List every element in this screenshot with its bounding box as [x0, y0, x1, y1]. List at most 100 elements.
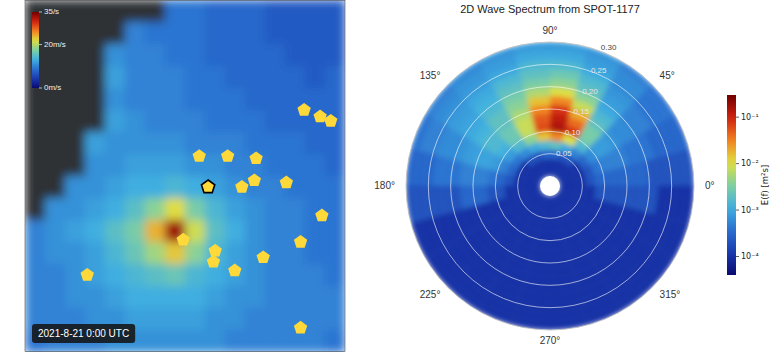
wind-cell	[265, 220, 286, 243]
wind-cell	[25, 264, 46, 287]
wind-cell	[85, 198, 106, 221]
wind-cell	[265, 22, 286, 45]
wind-cell	[225, 88, 246, 111]
wind-cell	[205, 0, 226, 23]
radial-gridline	[451, 87, 650, 286]
wind-cell	[145, 286, 166, 309]
land	[45, 132, 66, 155]
map-area	[25, 0, 345, 352]
land	[125, 0, 146, 23]
wind-cell	[305, 330, 326, 352]
wind-cell	[325, 198, 345, 221]
wind-cell	[165, 0, 186, 23]
polar-area	[406, 42, 694, 330]
wind-cell	[105, 264, 126, 287]
spectrum-cell	[569, 107, 591, 123]
spectrum-cell	[550, 158, 557, 176]
wind-cell	[125, 66, 146, 89]
wind-cell	[265, 88, 286, 111]
wind-cell	[105, 198, 126, 221]
land	[25, 154, 46, 177]
colorbar	[32, 12, 39, 88]
radial-gridline	[406, 42, 694, 330]
wind-cell	[185, 132, 206, 155]
wind-cell	[165, 330, 186, 352]
wind-cell	[145, 88, 166, 111]
wind-cell	[145, 110, 166, 133]
colorbar-tick-label: 20m/s	[44, 40, 66, 49]
wind-cell	[225, 220, 246, 243]
buoy	[228, 264, 241, 277]
wind-cell	[205, 308, 226, 331]
wind-cell	[325, 44, 345, 67]
wind-cell	[325, 88, 345, 111]
wind-cell	[165, 88, 186, 111]
wind-cell	[325, 330, 345, 352]
wind-cell	[225, 286, 246, 309]
wind-cell	[125, 110, 146, 133]
land	[85, 0, 106, 23]
wind-cell	[245, 286, 266, 309]
wind-cell	[225, 0, 246, 23]
buoy	[248, 173, 261, 186]
wind-cell	[125, 198, 146, 221]
wind-cell	[305, 132, 326, 155]
wind-cell	[125, 220, 146, 243]
spectrum-cell	[406, 149, 420, 186]
wind-cell	[165, 286, 186, 309]
colorbar-ticks: 10⁻¹10⁻²10⁻³10⁻⁴	[736, 113, 759, 261]
wind-cell	[85, 132, 106, 155]
wind-cell	[185, 110, 206, 133]
colorbar-tick	[39, 12, 42, 13]
wind-cell	[105, 66, 126, 89]
wind-cell	[145, 44, 166, 67]
wind-cell	[145, 132, 166, 155]
wind-cell	[265, 66, 286, 89]
spectrum-cell	[586, 186, 596, 198]
colorbar-tick-label: 0m/s	[44, 83, 61, 92]
wind-cell	[225, 110, 246, 133]
wind-cell	[85, 286, 106, 309]
wind-cell	[165, 22, 186, 45]
land	[65, 66, 86, 89]
colorbar-tick-label: 35/s	[44, 7, 59, 16]
wind-cell	[205, 132, 226, 155]
wind-cell	[205, 330, 226, 352]
wind-cell	[305, 44, 326, 67]
colorbar-tick-label: 10⁻¹	[741, 113, 759, 122]
wind-cell	[185, 264, 206, 287]
wind-cell	[325, 154, 345, 177]
wind-cell	[105, 110, 126, 133]
wind-cell	[305, 176, 326, 199]
wind-cell	[305, 264, 326, 287]
wind-cell	[285, 198, 306, 221]
wind-cell	[25, 286, 46, 309]
colorbar-label: E(f) [m²s]	[760, 165, 770, 205]
land	[45, 110, 66, 133]
wind-cell	[165, 132, 186, 155]
land	[65, 110, 86, 133]
angular-tick-label: 90°	[542, 25, 557, 36]
wind-cell	[265, 0, 286, 23]
colorbar	[727, 95, 736, 275]
wind-cell	[305, 0, 326, 23]
wind-cell	[245, 330, 266, 352]
wind-cell	[45, 198, 66, 221]
radial-gridline	[428, 64, 671, 307]
angular-tick-label: 225°	[420, 289, 441, 300]
wind-cell	[145, 154, 166, 177]
wind-cell	[225, 198, 246, 221]
wind-cell	[205, 110, 226, 133]
spectrum-cell	[448, 61, 482, 90]
radial-tick-label: 0.10	[565, 128, 581, 137]
buoy	[249, 151, 262, 164]
timestamp-background	[32, 324, 135, 343]
wind-cell	[185, 22, 206, 45]
wind-cell	[225, 242, 246, 265]
wind-cell	[85, 176, 106, 199]
wind-cell	[265, 110, 286, 133]
wind-cell	[185, 330, 206, 352]
spectrum-cell	[543, 196, 550, 214]
land	[85, 44, 106, 67]
wind-cell	[205, 88, 226, 111]
